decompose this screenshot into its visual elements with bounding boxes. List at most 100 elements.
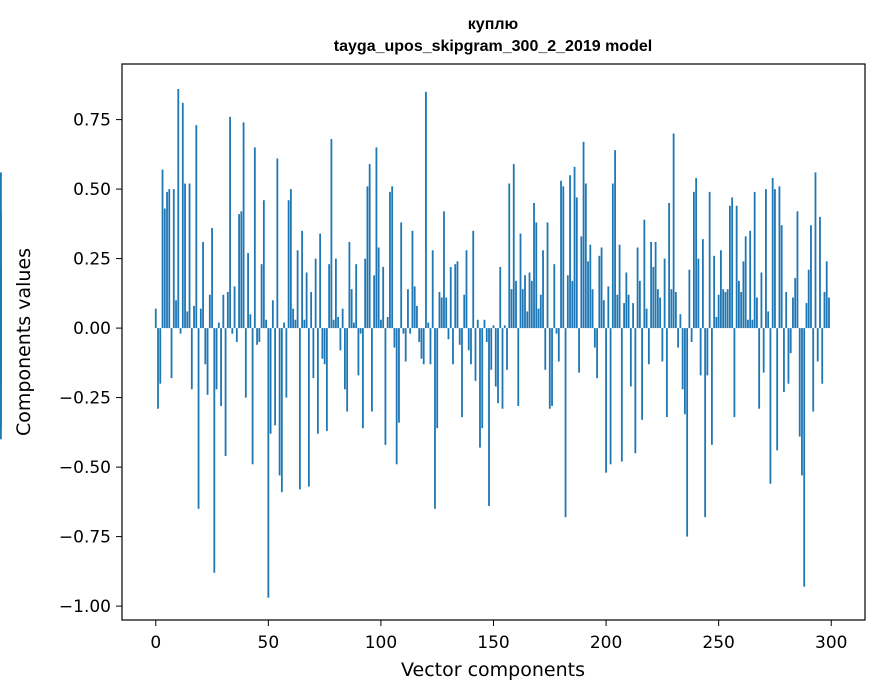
bar xyxy=(542,250,544,329)
bar xyxy=(627,294,630,329)
bar xyxy=(497,328,499,404)
bar xyxy=(202,241,204,329)
bar xyxy=(724,291,727,329)
bar xyxy=(805,303,808,329)
bar xyxy=(796,211,799,329)
bar xyxy=(533,203,535,329)
bar xyxy=(593,328,596,348)
bar xyxy=(364,258,367,329)
bar xyxy=(645,308,648,329)
bar xyxy=(614,150,616,329)
bar xyxy=(688,269,691,329)
bar xyxy=(499,266,502,329)
bar xyxy=(368,164,371,329)
bar xyxy=(427,322,430,329)
bar xyxy=(240,211,243,329)
bar xyxy=(825,261,828,329)
bar xyxy=(465,250,468,329)
bar xyxy=(488,328,490,507)
bar xyxy=(681,328,684,390)
bar xyxy=(636,247,639,329)
bar xyxy=(0,266,2,329)
bar xyxy=(769,328,772,484)
bar xyxy=(271,300,274,329)
bar xyxy=(251,328,254,465)
bar xyxy=(456,261,459,329)
bar xyxy=(756,297,758,329)
bar xyxy=(377,247,380,329)
bar xyxy=(609,328,612,465)
bar xyxy=(301,230,304,329)
bar xyxy=(632,303,634,329)
bar xyxy=(602,300,605,329)
bar xyxy=(276,158,279,329)
bar xyxy=(704,328,707,518)
bar xyxy=(472,230,475,329)
bar xyxy=(217,322,220,329)
bar xyxy=(411,230,414,329)
bar xyxy=(328,264,331,329)
bar xyxy=(398,328,400,423)
x-tick-label: 150 xyxy=(477,633,509,653)
bar xyxy=(672,133,675,329)
bar xyxy=(744,236,747,329)
bar xyxy=(170,328,173,379)
bar xyxy=(244,328,247,398)
y-tick-label: 0.00 xyxy=(73,319,111,339)
bar xyxy=(445,297,448,329)
bar xyxy=(765,189,767,329)
bar xyxy=(292,308,295,329)
bar xyxy=(375,147,378,329)
bar xyxy=(400,222,403,329)
bar xyxy=(814,172,817,329)
bar xyxy=(659,297,662,329)
bar xyxy=(362,328,364,429)
bar xyxy=(384,328,387,445)
bar xyxy=(319,233,322,329)
bar xyxy=(521,289,524,329)
bar xyxy=(503,325,506,329)
bar xyxy=(535,222,538,329)
bar xyxy=(553,264,556,329)
bar xyxy=(247,253,249,329)
bar xyxy=(188,183,191,329)
bar xyxy=(512,164,515,329)
bar xyxy=(215,328,218,390)
bar xyxy=(654,241,657,329)
bar xyxy=(346,328,349,412)
bar xyxy=(190,328,193,390)
bar xyxy=(560,180,562,329)
bar xyxy=(573,166,576,329)
bar xyxy=(274,328,276,426)
bar xyxy=(697,258,700,329)
bar xyxy=(310,291,313,329)
bar xyxy=(395,328,398,465)
bar xyxy=(481,328,484,429)
bar xyxy=(159,328,162,384)
bar xyxy=(668,203,671,329)
bar xyxy=(416,305,418,329)
bar xyxy=(701,239,704,329)
bar xyxy=(634,328,637,454)
bar xyxy=(422,328,425,365)
bar xyxy=(332,319,335,329)
bar xyxy=(458,328,461,345)
bar xyxy=(674,291,677,329)
bar xyxy=(213,328,216,573)
bar xyxy=(776,328,779,451)
bar xyxy=(789,328,792,354)
bar xyxy=(438,291,441,329)
bar xyxy=(253,147,256,329)
bar xyxy=(211,228,213,329)
bar xyxy=(555,328,558,334)
bar xyxy=(287,200,290,329)
bar xyxy=(650,241,653,329)
bar xyxy=(726,289,729,329)
bar xyxy=(492,325,495,329)
bar xyxy=(449,266,452,329)
bar xyxy=(566,275,569,329)
bar xyxy=(524,275,526,329)
bar xyxy=(683,328,686,415)
bar xyxy=(677,328,680,348)
